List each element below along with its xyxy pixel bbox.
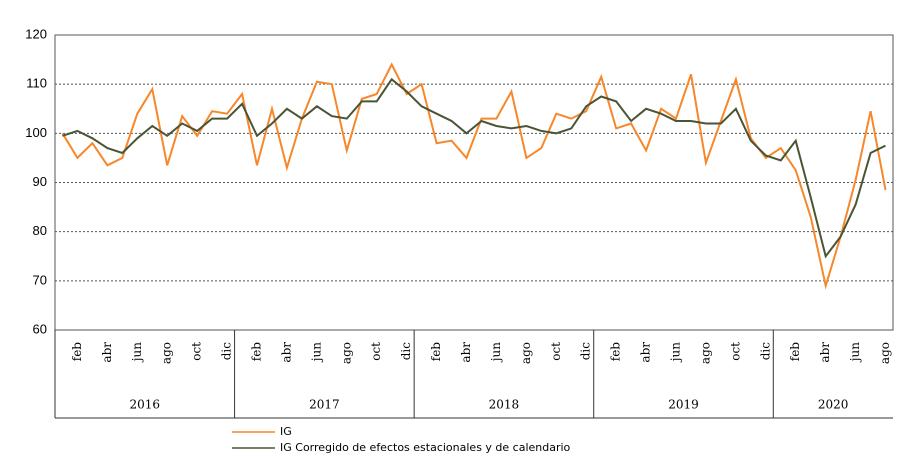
x-tick-label: dic <box>399 342 413 361</box>
x-tick-label: abr <box>100 342 114 363</box>
x-tick-label: oct <box>549 342 563 361</box>
x-tick-label: jun <box>309 342 323 363</box>
y-tick-label: 120 <box>25 26 47 41</box>
x-tick-label: ago <box>339 342 353 364</box>
x-tick-label: dic <box>579 342 593 361</box>
x-tick-label: feb <box>250 342 264 362</box>
y-tick-label: 60 <box>33 321 47 336</box>
x-tick-label: oct <box>369 342 383 361</box>
x-tick-label: ago <box>698 342 712 364</box>
legend-label: IG <box>280 425 292 438</box>
x-tick-label: feb <box>70 342 84 362</box>
x-tick-label: ago <box>878 342 892 364</box>
y-tick-label: 100 <box>25 125 47 140</box>
x-tick-label: feb <box>788 342 802 362</box>
x-tick-label: jun <box>130 342 144 363</box>
series-line <box>61 62 887 290</box>
x-tick-label: oct <box>728 342 742 361</box>
x-tick-label: oct <box>190 342 204 361</box>
x-tick-label: ago <box>519 342 533 364</box>
x-tick-label: abr <box>639 342 653 363</box>
x-tick-label: jun <box>848 342 862 363</box>
x-tick-label: dic <box>220 342 234 361</box>
x-tick-label: feb <box>429 342 443 362</box>
x-tick-label: feb <box>609 342 623 362</box>
year-label: 2017 <box>309 398 340 412</box>
x-tick-label: abr <box>818 342 832 363</box>
year-label: 2019 <box>668 398 699 412</box>
legend-label: IG Corregido de efectos estacionales y d… <box>280 441 571 454</box>
x-tick-label: jun <box>489 342 503 363</box>
y-tick-label: 70 <box>33 272 47 287</box>
x-tick-label: jun <box>669 342 683 363</box>
y-tick-label: 80 <box>33 223 47 238</box>
x-tick-label: abr <box>459 342 473 363</box>
y-tick-label: 110 <box>26 76 47 91</box>
y-tick-label: 90 <box>33 174 47 189</box>
x-tick-label: abr <box>279 342 293 363</box>
series-line <box>62 77 886 259</box>
year-label: 2018 <box>489 398 520 412</box>
x-tick-label: ago <box>160 342 174 364</box>
year-label: 2016 <box>130 398 161 412</box>
year-label: 2020 <box>818 398 849 412</box>
x-tick-label: dic <box>758 342 772 361</box>
